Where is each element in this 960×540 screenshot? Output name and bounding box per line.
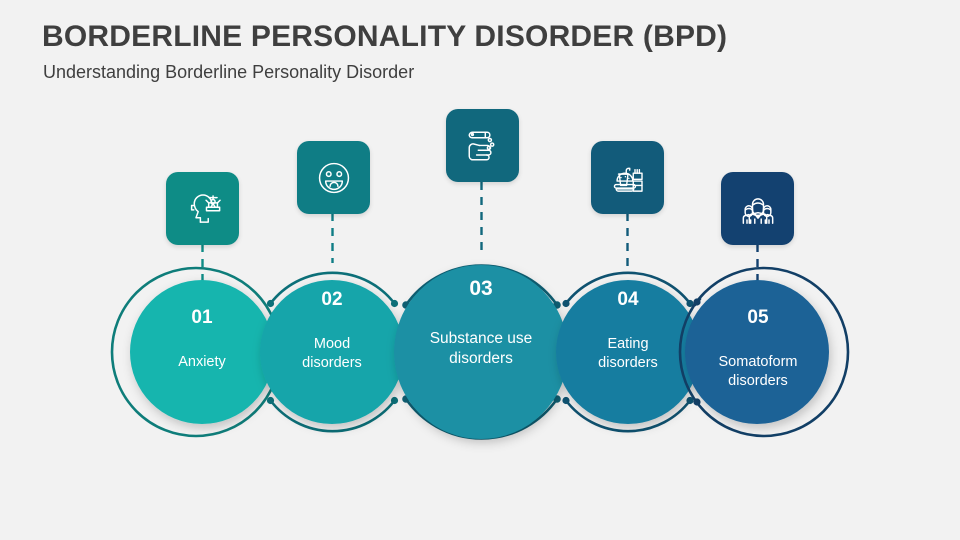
node-04-label-line1: Eating (607, 336, 649, 352)
icon-box-03[interactable] (446, 109, 519, 182)
node-05-label-line1: Somatoform (718, 354, 798, 370)
icon-box-01[interactable] (166, 172, 239, 245)
node-03-graphic (394, 264, 568, 440)
node-01-number: 01 (191, 307, 213, 328)
node-01-label: Anxiety (178, 354, 226, 370)
icon-box-04[interactable] (591, 141, 664, 214)
node-03-text: 03 Substance use disorders (401, 278, 561, 369)
node-05-graphic (678, 266, 850, 438)
smiley-face-icon (313, 157, 355, 199)
fast-food-icon (607, 157, 649, 199)
node-03-label-line2: disorders (449, 349, 513, 367)
head-profile-icon (182, 188, 224, 230)
node-04-number: 04 (617, 289, 639, 310)
node-01-graphic (110, 266, 282, 438)
icon-box-05[interactable] (721, 172, 794, 245)
node-02-label-line1: Mood (313, 336, 351, 352)
node-04-text: 04 Eating disorders (568, 290, 688, 372)
node-02-number: 02 (321, 289, 343, 310)
node-03-label-line1: Substance use (429, 330, 533, 347)
node-03-number: 03 (469, 277, 493, 300)
icon-box-02[interactable] (297, 141, 370, 214)
node-01-text: 01 Anxiety (142, 308, 262, 372)
hand-with-pills-icon (461, 124, 505, 168)
people-group-icon (736, 187, 780, 231)
node-05-number: 05 (747, 307, 769, 328)
page-title: BORDERLINE PERSONALITY DISORDER (BPD) (42, 20, 728, 53)
node-02-graphic (260, 271, 404, 433)
connector-lines (201, 182, 759, 290)
page-subtitle: Understanding Borderline Personality Dis… (43, 62, 415, 82)
node-04-graphic (556, 271, 700, 433)
node-04-label-line2: disorders (598, 354, 658, 371)
node-05-label-line2: disorders (728, 372, 788, 389)
node-02-text: 02 Mood disorders (272, 290, 392, 372)
node-05-text: 05 Somatoform disorders (693, 308, 823, 390)
node-02-label-line2: disorders (302, 354, 362, 371)
